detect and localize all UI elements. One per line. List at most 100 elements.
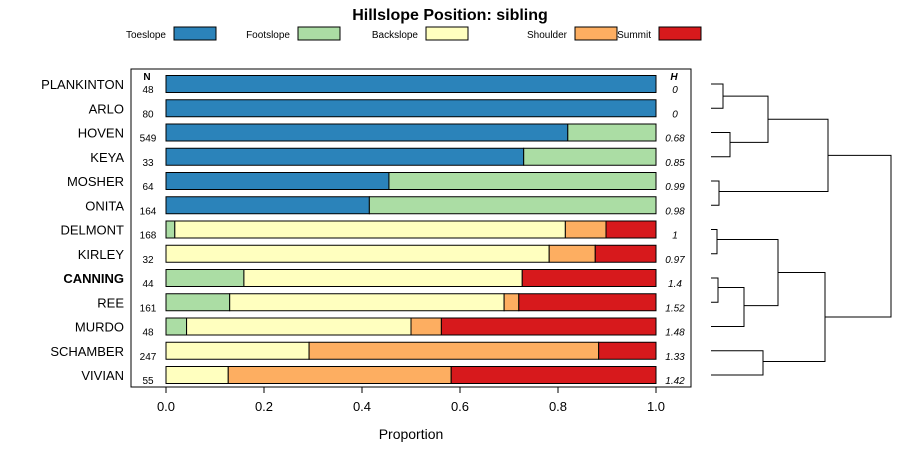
row-h-value: 1.48 [665, 328, 685, 339]
row-h-value: 0 [672, 109, 678, 120]
row-hoven: HOVEN 549 0.68 [78, 123, 685, 145]
legend-swatch-shoulder [574, 26, 618, 41]
row-n-value: 55 [142, 376, 154, 387]
x-axis-title: Proportion [379, 426, 444, 442]
legend-swatch-footslope [297, 26, 341, 41]
row-delmont: DELMONT 168 1 [60, 220, 678, 242]
row-label: KIRLEY [78, 247, 125, 262]
bar-segment-shoulder [548, 244, 596, 263]
bar-segment-summit [605, 220, 657, 239]
row-n-value: 64 [142, 182, 154, 193]
row-n-value: 549 [140, 134, 157, 145]
row-n-value: 161 [140, 303, 157, 314]
dendrogram-link [711, 132, 731, 158]
legend: Toeslope Footslope Backslope Shoulder Summit [126, 26, 702, 41]
bar-segment-backslope [165, 244, 550, 263]
bar-segment-toeslope [165, 196, 370, 215]
bar-segment-toeslope [165, 123, 569, 142]
dendrogram-link [717, 239, 779, 307]
row-label: DELMONT [60, 223, 124, 238]
n-header: N [143, 72, 150, 83]
x-tick-label: 1.0 [647, 399, 665, 414]
bar-segment-footslope [567, 123, 657, 142]
legend-swatch-summit [658, 26, 702, 41]
bar-segment-shoulder [227, 366, 452, 384]
row-ree: REE 161 1.52 [97, 293, 685, 314]
dendrogram-link [719, 118, 829, 192]
row-keya: KEYA 33 0.85 [90, 147, 685, 169]
row-n-value: 33 [142, 158, 154, 169]
bar-segment-summit [440, 317, 657, 336]
dendrogram-link [711, 350, 764, 376]
plot-panel [130, 68, 692, 388]
bar-segment-footslope [165, 317, 188, 336]
row-n-value: 48 [142, 85, 154, 96]
row-arlo: ARLO 80 0 [89, 99, 678, 120]
bar-segment-footslope [368, 196, 657, 215]
legend-label-toeslope: Toeslope [126, 30, 166, 41]
x-tick-label: 0.6 [451, 399, 469, 414]
row-mosher: MOSHER 64 0.99 [67, 172, 685, 193]
row-murdo: MURDO 48 1.48 [75, 317, 685, 339]
row-n-value: 44 [142, 279, 154, 290]
row-label: VIVIAN [81, 368, 124, 383]
row-h-value: 1 [672, 231, 678, 242]
dendrogram-link [711, 180, 720, 206]
bar-segment-toeslope [165, 99, 657, 118]
row-h-value: 1.4 [668, 279, 682, 290]
dendrogram-link [763, 272, 826, 362]
row-n-value: 80 [142, 109, 154, 120]
row-schamber: SCHAMBER 247 1.33 [50, 341, 685, 363]
row-n-value: 247 [140, 352, 157, 363]
bar-segment-toeslope [165, 75, 657, 93]
bar-segment-footslope [388, 172, 657, 190]
bar-segment-shoulder [564, 220, 607, 239]
bar-segment-shoulder [410, 317, 442, 336]
row-h-value: 0.68 [665, 134, 685, 145]
bar-segment-footslope [165, 220, 176, 239]
dendrogram-link [711, 277, 719, 303]
bar-segment-summit [450, 366, 657, 384]
legend-label-backslope: Backslope [372, 30, 419, 41]
legend-swatch-backslope [425, 26, 469, 41]
bar-segment-shoulder [308, 341, 600, 360]
bar-segment-summit [521, 269, 657, 287]
bar-segment-summit [518, 293, 657, 312]
row-kirley: KIRLEY 32 0.97 [78, 244, 685, 266]
dendrogram-link [711, 229, 718, 255]
dendrogram-link [711, 287, 745, 327]
x-tick-label: 0.8 [549, 399, 567, 414]
row-vivian: VIVIAN 55 1.42 [81, 366, 685, 387]
bar-segment-summit [598, 341, 657, 360]
x-axis: 0.0 0.2 0.4 0.6 0.8 1.0 [157, 387, 665, 414]
row-h-value: 0.98 [665, 206, 685, 217]
bar-segment-toeslope [165, 172, 390, 190]
row-label: PLANKINTON [41, 77, 124, 92]
bar-segment-footslope [165, 293, 231, 312]
row-h-value: 0.85 [665, 158, 685, 169]
row-h-value: 0.99 [665, 182, 685, 193]
row-label: CANNING [63, 271, 124, 286]
row-h-value: 0 [672, 85, 678, 96]
bar-segment-footslope [523, 147, 657, 166]
dendrogram [711, 83, 892, 376]
row-n-value: 164 [140, 206, 157, 217]
bar-segment-summit [594, 244, 657, 263]
row-label: HOVEN [78, 126, 124, 141]
row-h-value: 1.52 [665, 303, 685, 314]
row-n-value: 168 [140, 231, 157, 242]
bar-segment-shoulder [503, 293, 520, 312]
row-label: SCHAMBER [50, 344, 124, 359]
row-h-value: 1.33 [665, 352, 685, 363]
legend-swatch-toeslope [173, 26, 217, 41]
row-label: ONITA [85, 198, 124, 213]
row-onita: ONITA 164 0.98 [85, 196, 685, 217]
x-tick-label: 0.0 [157, 399, 175, 414]
row-plankinton: PLANKINTON 48 0 [41, 75, 678, 96]
row-label: ARLO [89, 101, 124, 116]
row-label: REE [97, 295, 124, 310]
row-n-value: 48 [142, 328, 154, 339]
row-label: MURDO [75, 320, 124, 335]
bar-segment-toeslope [165, 147, 525, 166]
bar-rows: PLANKINTON 48 0 ARLO 80 0 HOVEN 549 0.68 KEYA 33 0.… [41, 75, 685, 387]
